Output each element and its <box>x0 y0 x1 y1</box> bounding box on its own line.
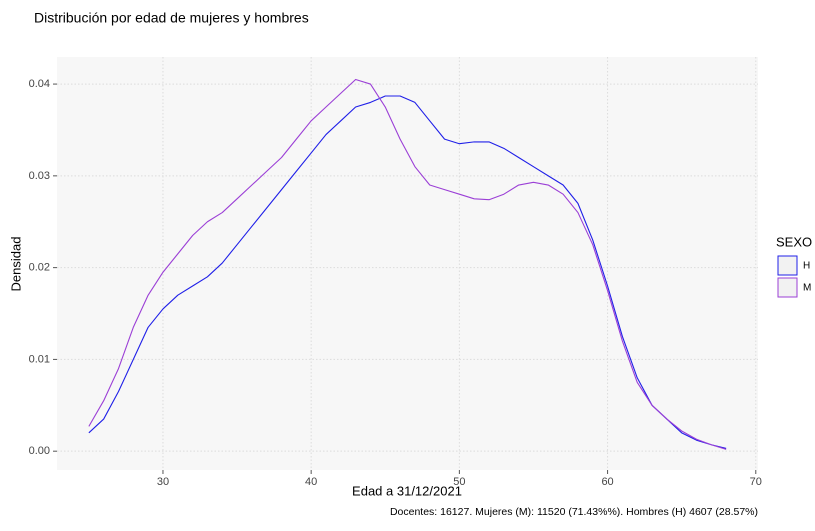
y-tick-label: 0.01 <box>29 353 50 365</box>
x-tick-label: 30 <box>157 476 169 488</box>
legend-label: M <box>803 283 811 294</box>
y-tick-label: 0.00 <box>29 445 50 457</box>
x-tick-label: 70 <box>750 476 762 488</box>
legend-key <box>777 277 798 298</box>
caption: Docentes: 16127. Mujeres (M): 11520 (71.… <box>390 506 758 518</box>
x-tick-label: 60 <box>601 476 613 488</box>
density-line <box>88 78 727 450</box>
legend-label: H <box>803 261 810 272</box>
chart-title: Distribución por edad de mujeres y hombr… <box>34 10 309 26</box>
legend-title: SEXO <box>776 234 812 249</box>
x-axis-label: Edad a 31/12/2021 <box>352 483 462 498</box>
density-line <box>88 95 727 449</box>
x-tick-label: 50 <box>453 476 465 488</box>
y-tick-label: 0.02 <box>29 262 50 274</box>
legend-key <box>777 255 798 276</box>
y-tick-label: 0.03 <box>29 170 50 182</box>
y-tick-label: 0.04 <box>29 78 50 90</box>
panel <box>57 57 758 470</box>
x-tick-label: 40 <box>305 476 317 488</box>
y-axis-label: Densidad <box>8 237 23 292</box>
